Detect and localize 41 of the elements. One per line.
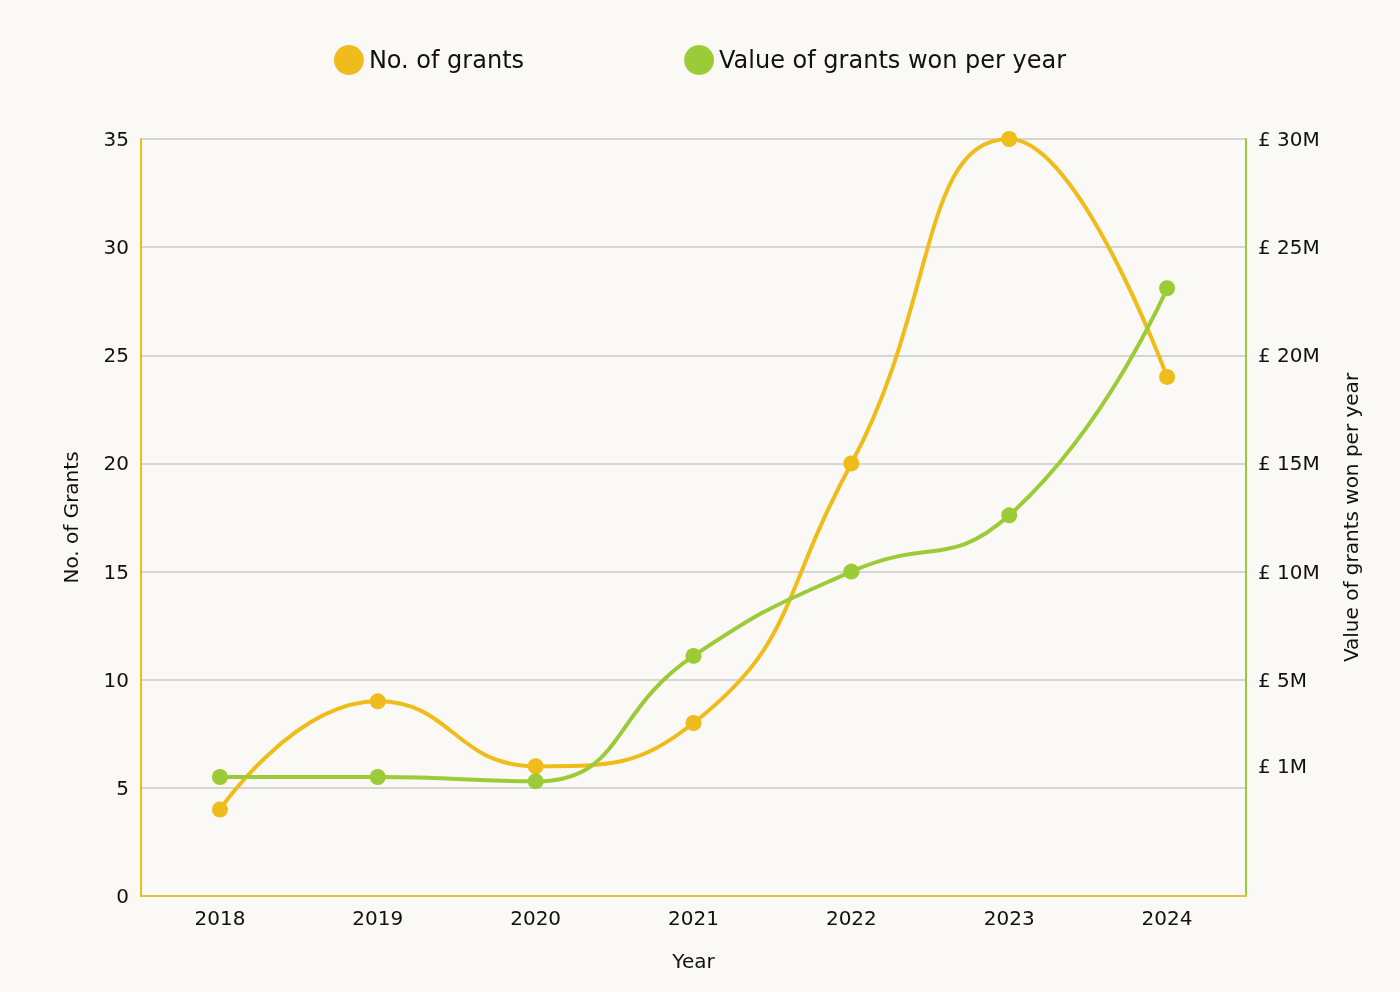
- x-tick-label: 2024: [1141, 906, 1193, 930]
- y2-tick-label: £ 1M: [1258, 754, 1308, 779]
- y2-tick-label: £ 20M: [1258, 343, 1320, 368]
- point: [1159, 280, 1176, 297]
- y-tick-label: 30: [103, 235, 129, 260]
- y-axis-title: No. of Grants: [59, 451, 83, 584]
- point: [211, 801, 228, 818]
- y-tick-label: 5: [116, 775, 129, 800]
- x-tick-label: 2019: [352, 906, 404, 930]
- x-tick-label: 2018: [194, 906, 246, 930]
- point: [369, 693, 386, 710]
- y2-tick-label: £ 25M: [1258, 235, 1320, 260]
- legend-label: No. of grants: [368, 46, 525, 74]
- point: [369, 769, 386, 786]
- point: [1001, 507, 1018, 524]
- y-tick-label: 25: [103, 343, 129, 368]
- y-tick-label: 10: [103, 667, 129, 692]
- y-tick-label: 0: [116, 884, 129, 908]
- point: [527, 773, 544, 790]
- point: [527, 758, 544, 775]
- x-tick-label: 2023: [983, 906, 1035, 930]
- x-tick-label: 2021: [668, 906, 719, 930]
- point: [1159, 368, 1176, 385]
- point: [1001, 131, 1018, 147]
- y-tick-label: 15: [103, 559, 129, 584]
- point: [685, 647, 702, 664]
- point: [211, 769, 228, 786]
- x-tick-label: 2022: [825, 906, 877, 930]
- y2-tick-label: £ 5M: [1258, 667, 1308, 692]
- y-tick-label: 35: [103, 127, 129, 151]
- point: [685, 714, 702, 731]
- point: [843, 563, 860, 580]
- y2-tick-label: £ 15M: [1258, 451, 1320, 476]
- legend-label: Value of grants won per year: [719, 46, 1067, 74]
- y2-tick-label: £ 10M: [1258, 559, 1320, 584]
- y2-tick-label: £ 30M: [1258, 127, 1320, 151]
- y-tick-label: 20: [103, 451, 129, 476]
- y2-axis-title: Value of grants won per year: [1339, 372, 1363, 663]
- point: [843, 455, 860, 472]
- x-tick-label: 2020: [510, 906, 562, 930]
- x-axis-title: Year: [671, 949, 716, 973]
